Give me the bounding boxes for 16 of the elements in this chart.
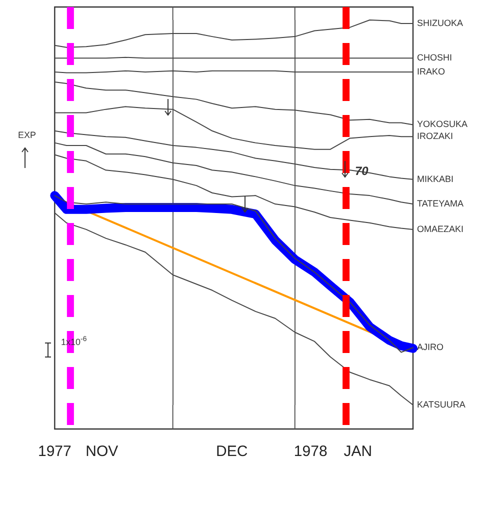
series-label: MIKKABI <box>417 174 454 184</box>
text: EXP <box>18 130 36 140</box>
x-tick-label: 1978 <box>294 443 328 460</box>
series-label: OMAEZAKI <box>417 224 464 234</box>
series-label: CHOSHI <box>417 52 452 63</box>
series-label: IROZAKI <box>417 131 454 142</box>
series-label: IRAKO <box>417 66 446 76</box>
x-tick-label: NOV <box>86 443 118 460</box>
x-tick-label: JAN <box>344 443 372 460</box>
x-tick-label: 1977 <box>38 443 72 460</box>
series-label: SHIZUOKA <box>417 18 464 28</box>
series-label: YOKOSUKA <box>417 119 468 130</box>
series-label: TATEYAMA <box>417 198 464 209</box>
x-tick-label: DEC <box>216 443 248 460</box>
series-label: KATSUURA <box>417 399 466 410</box>
series-label: AJIRO <box>417 342 444 352</box>
